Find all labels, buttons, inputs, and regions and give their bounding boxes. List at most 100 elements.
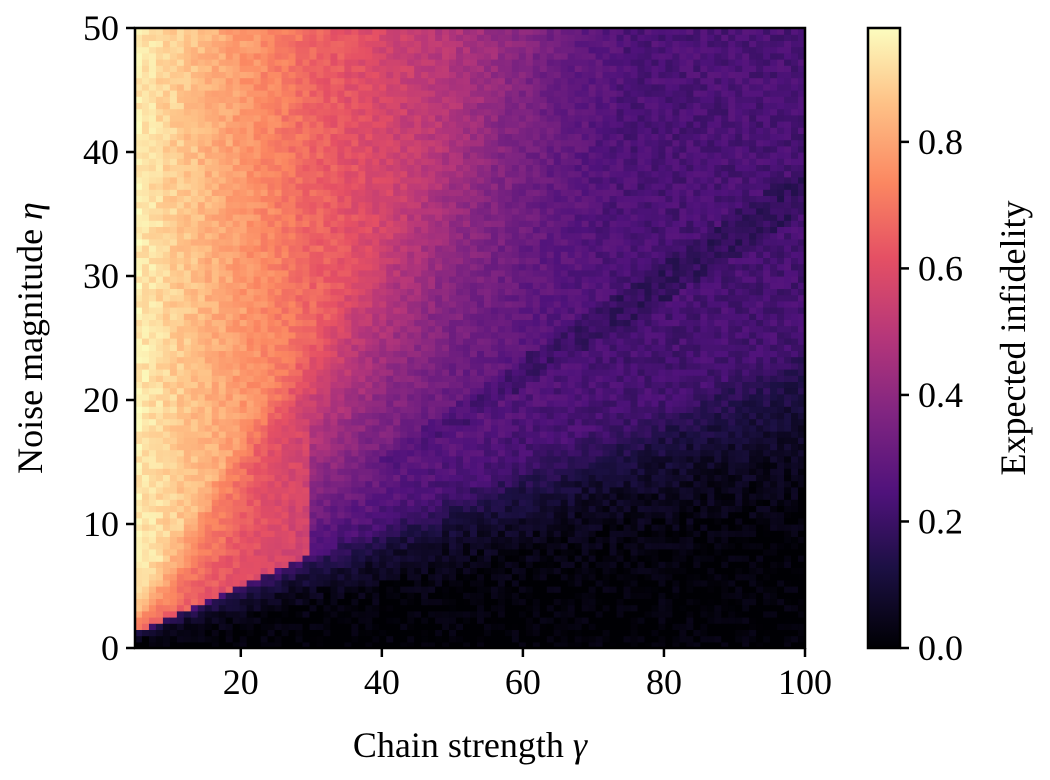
heatmap-cell bbox=[428, 338, 436, 345]
heatmap-cell bbox=[183, 83, 192, 91]
heatmap-cell bbox=[442, 499, 450, 506]
heatmap-cell bbox=[281, 307, 290, 314]
heatmap-cell bbox=[162, 418, 171, 426]
heatmap-cell bbox=[211, 251, 220, 258]
heatmap-cell bbox=[162, 641, 171, 649]
heatmap-cell bbox=[302, 65, 311, 72]
heatmap-cell bbox=[442, 220, 450, 227]
heatmap-cell bbox=[197, 108, 206, 116]
heatmap-cell bbox=[351, 145, 359, 153]
heatmap-cell bbox=[435, 356, 443, 364]
heatmap-cell bbox=[323, 579, 332, 587]
heatmap-cell bbox=[135, 486, 143, 494]
heatmap-cell bbox=[211, 579, 220, 587]
heatmap-cell bbox=[442, 356, 450, 364]
heatmap-cell bbox=[141, 245, 150, 252]
heatmap-cell bbox=[330, 449, 338, 457]
heatmap-cell bbox=[358, 195, 366, 203]
heatmap-cell bbox=[253, 164, 262, 172]
heatmap-cell bbox=[183, 77, 192, 85]
heatmap-cell bbox=[260, 424, 269, 432]
heatmap-cell bbox=[442, 102, 450, 110]
heatmap-cell bbox=[309, 586, 318, 593]
heatmap-cell bbox=[442, 455, 450, 463]
heatmap-cell bbox=[407, 573, 415, 581]
heatmap-cell bbox=[267, 530, 276, 537]
heatmap-cell bbox=[267, 59, 276, 66]
heatmap-cell bbox=[470, 263, 478, 271]
heatmap-cell bbox=[358, 381, 366, 389]
heatmap-cell bbox=[456, 201, 464, 209]
heatmap-cell bbox=[281, 90, 290, 97]
heatmap-cell bbox=[379, 232, 387, 240]
heatmap-cell bbox=[246, 114, 255, 122]
heatmap-cell bbox=[295, 170, 304, 178]
heatmap-cell bbox=[295, 127, 304, 134]
heatmap-cell bbox=[379, 350, 387, 358]
heatmap-cell bbox=[372, 102, 380, 110]
heatmap-cell bbox=[204, 418, 213, 426]
heatmap-cell bbox=[449, 400, 457, 407]
heatmap-cell bbox=[351, 486, 359, 494]
heatmap-cell bbox=[162, 592, 171, 599]
heatmap-cell bbox=[183, 536, 192, 544]
heatmap-cell bbox=[358, 505, 366, 513]
heatmap-cell bbox=[442, 629, 450, 637]
heatmap-cell bbox=[476, 505, 485, 513]
heatmap-cell bbox=[267, 164, 276, 172]
heatmap-cell bbox=[456, 251, 464, 258]
heatmap-cell bbox=[148, 431, 157, 438]
heatmap-cell bbox=[218, 375, 227, 382]
heatmap-cell bbox=[204, 83, 213, 91]
heatmap-cell bbox=[470, 369, 478, 376]
heatmap-cell bbox=[246, 629, 255, 637]
heatmap-cell bbox=[246, 245, 255, 252]
heatmap-cell bbox=[316, 65, 325, 72]
heatmap-cell bbox=[267, 548, 276, 556]
heatmap-cell bbox=[309, 418, 318, 426]
heatmap-cell bbox=[288, 28, 297, 35]
heatmap-cell bbox=[197, 350, 206, 358]
heatmap-cell bbox=[302, 586, 311, 593]
heatmap-cell bbox=[476, 387, 485, 395]
heatmap-cell bbox=[400, 400, 408, 407]
heatmap-cell bbox=[218, 183, 227, 190]
heatmap-cell bbox=[155, 201, 164, 209]
heatmap-cell bbox=[162, 276, 171, 283]
heatmap-cell bbox=[197, 331, 206, 339]
heatmap-cell bbox=[344, 418, 352, 426]
heatmap-cell bbox=[337, 542, 345, 550]
heatmap-cell bbox=[393, 462, 401, 469]
heatmap-cell bbox=[470, 121, 478, 128]
heatmap-cell bbox=[442, 139, 450, 147]
heatmap-cell bbox=[323, 598, 332, 606]
heatmap-cell bbox=[435, 220, 443, 227]
heatmap-cell bbox=[204, 300, 213, 308]
heatmap-cell bbox=[176, 325, 185, 333]
heatmap-cell bbox=[260, 375, 269, 382]
heatmap-cell bbox=[274, 59, 283, 66]
heatmap-cell bbox=[183, 362, 192, 370]
heatmap-cell bbox=[421, 102, 429, 110]
heatmap-cell bbox=[351, 567, 359, 575]
heatmap-cell bbox=[365, 139, 373, 147]
heatmap-cell bbox=[323, 424, 332, 432]
heatmap-cell bbox=[225, 52, 234, 60]
heatmap-cell bbox=[316, 393, 325, 401]
heatmap-cell bbox=[407, 121, 415, 128]
heatmap-cell bbox=[470, 245, 478, 252]
heatmap-cell bbox=[141, 288, 150, 296]
heatmap-cell bbox=[344, 641, 352, 649]
heatmap-cell bbox=[414, 46, 422, 54]
heatmap-cell bbox=[323, 437, 332, 444]
heatmap-cell bbox=[253, 152, 262, 159]
heatmap-cell bbox=[232, 170, 241, 178]
heatmap-cell bbox=[274, 381, 283, 389]
heatmap-cell bbox=[295, 282, 304, 289]
heatmap-cell bbox=[218, 542, 227, 550]
heatmap-cell bbox=[148, 486, 157, 494]
heatmap-cell bbox=[372, 127, 380, 134]
heatmap-cell bbox=[414, 524, 422, 531]
heatmap-cell bbox=[274, 331, 283, 339]
heatmap-cell bbox=[379, 52, 387, 60]
